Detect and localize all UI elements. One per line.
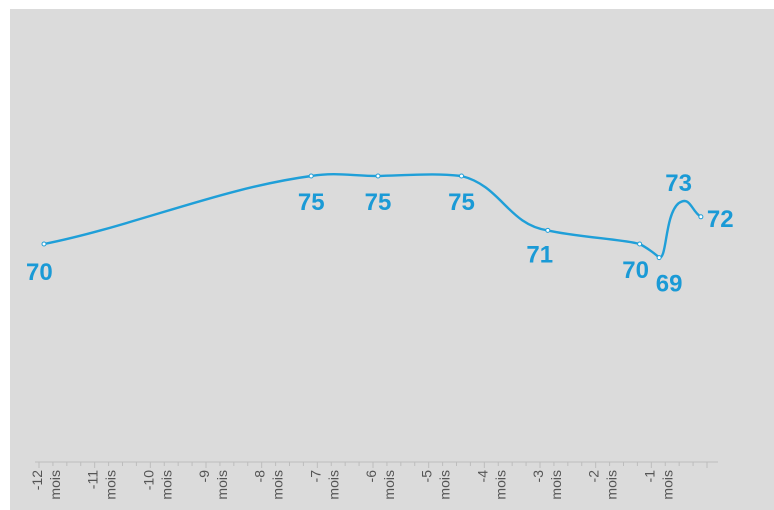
data-point	[656, 255, 662, 261]
data-label: 73	[665, 170, 692, 197]
x-tick-number: -1	[641, 470, 657, 483]
x-tick-label: -9 mois	[196, 470, 230, 500]
x-tick-number: -3	[530, 470, 546, 483]
x-tick-label: -6 mois	[363, 470, 397, 500]
x-tick-unit: mois	[659, 470, 675, 500]
x-tick-unit: mois	[604, 470, 620, 500]
x-tick-label: -12 mois	[29, 470, 63, 500]
x-tick-unit: mois	[47, 470, 63, 500]
x-tick-number: -10	[140, 470, 156, 490]
series-line	[43, 173, 702, 259]
data-label: 70	[26, 259, 53, 286]
data-point	[698, 214, 704, 220]
data-label: 75	[448, 189, 475, 216]
x-tick-number: -6	[363, 470, 379, 483]
x-tick-number: -9	[196, 470, 212, 483]
x-tick-number: -8	[252, 470, 268, 483]
x-tick-label: -3 mois	[530, 470, 564, 500]
x-tick-unit: mois	[548, 470, 564, 500]
data-point	[41, 241, 47, 247]
x-tick-number: -11	[85, 470, 101, 489]
x-tick-label: -7 mois	[307, 470, 341, 500]
data-label: 75	[298, 189, 325, 216]
x-tick-unit: mois	[492, 470, 508, 500]
x-tick-label: -1 mois	[641, 470, 675, 500]
data-label: 69	[656, 271, 683, 298]
x-tick-label: -11 mois	[85, 470, 119, 500]
x-tick-unit: mois	[214, 470, 230, 500]
data-label: 71	[526, 241, 553, 268]
data-point	[545, 227, 551, 233]
data-label: 72	[707, 206, 734, 233]
x-tick-number: -7	[307, 470, 323, 483]
data-point	[375, 173, 381, 179]
data-point	[637, 241, 643, 247]
x-tick-unit: mois	[437, 470, 453, 500]
x-ticks: -12 mois -11 mois -10 mois -9 mois -8 mois -7 mois -…	[29, 462, 708, 500]
x-tick-number: -2	[586, 470, 602, 483]
x-tick-unit: mois	[381, 470, 397, 500]
x-tick-unit: mois	[325, 470, 341, 500]
data-point	[308, 173, 314, 179]
x-tick-number: -4	[474, 470, 490, 483]
data-label: 70	[622, 257, 649, 284]
data-label: 75	[365, 189, 392, 216]
x-tick-unit: mois	[158, 470, 174, 500]
plot-background	[10, 9, 774, 510]
data-points	[41, 173, 704, 261]
x-tick-unit: mois	[103, 470, 119, 500]
x-tick-label: -8 mois	[252, 470, 286, 500]
data-labels: 70 75 75 75 71 70 69 73 72	[26, 170, 734, 297]
x-tick-number: -5	[419, 470, 435, 483]
x-tick-label: -4 mois	[474, 470, 508, 500]
x-tick-label: -5 mois	[419, 470, 453, 500]
x-tick-unit: mois	[270, 470, 286, 500]
x-tick-number: -12	[29, 470, 45, 490]
x-tick-label: -10 mois	[140, 470, 174, 500]
x-tick-label: -2 mois	[586, 470, 620, 500]
data-point	[459, 173, 464, 179]
